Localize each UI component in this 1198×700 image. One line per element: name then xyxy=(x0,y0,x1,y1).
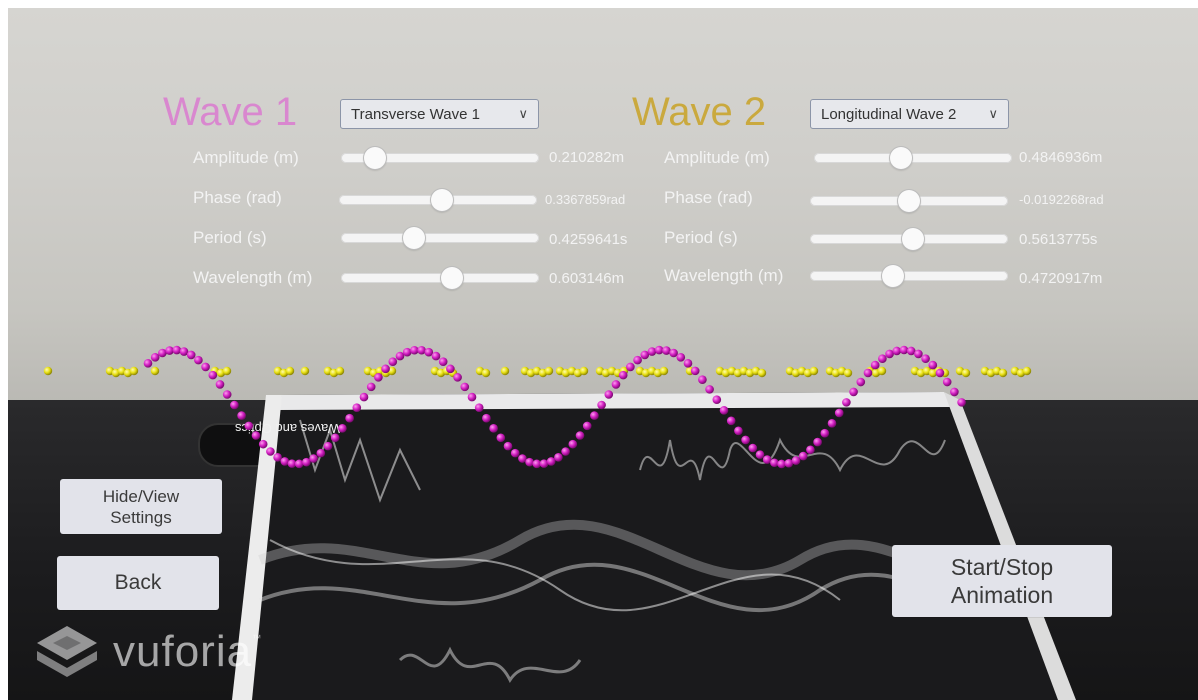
slider-handle[interactable] xyxy=(440,267,463,289)
wave1-period-value: 0.4259641s xyxy=(549,231,628,248)
wave2-type-dropdown[interactable]: Longitudinal Wave 2 ∨ xyxy=(810,99,1009,129)
wave2-phase-value: -0.0192268rad xyxy=(1019,192,1104,207)
slider-handle[interactable] xyxy=(898,190,920,212)
start-stop-animation-button[interactable]: Start/Stop Animation xyxy=(892,545,1112,617)
wave1-period-slider[interactable] xyxy=(341,227,539,249)
slider-handle[interactable] xyxy=(363,147,386,169)
wave1-wavelength-value: 0.603146m xyxy=(549,270,625,287)
wave2-title: Wave 2 xyxy=(632,90,767,134)
wave1-phase-label: Phase (rad) xyxy=(193,188,282,207)
wave2-amplitude-slider[interactable] xyxy=(814,147,1012,169)
wave1-dropdown-value: Transverse Wave 1 xyxy=(351,105,480,123)
wave2-phase-slider[interactable] xyxy=(810,190,1008,212)
wave1-amplitude-value: 0.210282m xyxy=(549,149,625,166)
slider-handle[interactable] xyxy=(890,147,913,169)
slider-handle[interactable] xyxy=(901,228,924,250)
wave1-title: Wave 1 xyxy=(163,90,298,134)
wave2-amplitude-value: 0.4846936m xyxy=(1019,149,1103,166)
slider-handle[interactable] xyxy=(430,189,453,211)
wave2-period-slider[interactable] xyxy=(810,228,1008,250)
trademark-symbol: ™ xyxy=(252,633,262,643)
wave1-phase-value: 0.3367859rad xyxy=(545,192,626,207)
wave1-type-dropdown[interactable]: Transverse Wave 1 ∨ xyxy=(340,99,539,129)
slider-handle[interactable] xyxy=(403,227,426,249)
chevron-down-icon: ∨ xyxy=(518,106,528,121)
hide-view-settings-button[interactable]: Hide/View Settings xyxy=(60,479,222,534)
slider-handle[interactable] xyxy=(882,265,905,287)
hide-view-settings-label: Hide/View Settings xyxy=(102,486,180,527)
chevron-down-icon: ∨ xyxy=(988,106,998,121)
wave1-amplitude-slider[interactable] xyxy=(341,147,539,169)
wave1-wavelength-label: Wavelength (m) xyxy=(193,268,313,287)
top-border xyxy=(0,0,1198,8)
back-button[interactable]: Back xyxy=(57,556,219,610)
background-wall xyxy=(8,8,1198,410)
wave2-amplitude-label: Amplitude (m) xyxy=(664,148,770,167)
start-stop-animation-label: Start/Stop Animation xyxy=(950,554,1054,608)
poster-title-text: Waves and Optics xyxy=(234,421,340,436)
left-border xyxy=(0,0,8,700)
wave2-dropdown-value: Longitudinal Wave 2 xyxy=(821,105,957,123)
wave1-phase-slider[interactable] xyxy=(339,189,537,211)
wave1-amplitude-label: Amplitude (m) xyxy=(193,148,299,167)
wave2-period-value: 0.5613775s xyxy=(1019,231,1098,248)
wave1-period-label: Period (s) xyxy=(193,228,267,247)
vuforia-brand-text: vuforia xyxy=(113,627,253,676)
vuforia-logo-icon xyxy=(37,626,97,677)
wave2-wavelength-label: Wavelength (m) xyxy=(664,266,784,285)
vuforia-watermark: vuforia ™ xyxy=(35,624,261,680)
back-label: Back xyxy=(114,571,162,594)
wave1-wavelength-slider[interactable] xyxy=(341,267,539,289)
wave2-wavelength-slider[interactable] xyxy=(810,265,1008,287)
wave2-period-label: Period (s) xyxy=(664,228,738,247)
wave2-wavelength-value: 0.4720917m xyxy=(1019,270,1103,287)
wave2-phase-label: Phase (rad) xyxy=(664,188,753,207)
